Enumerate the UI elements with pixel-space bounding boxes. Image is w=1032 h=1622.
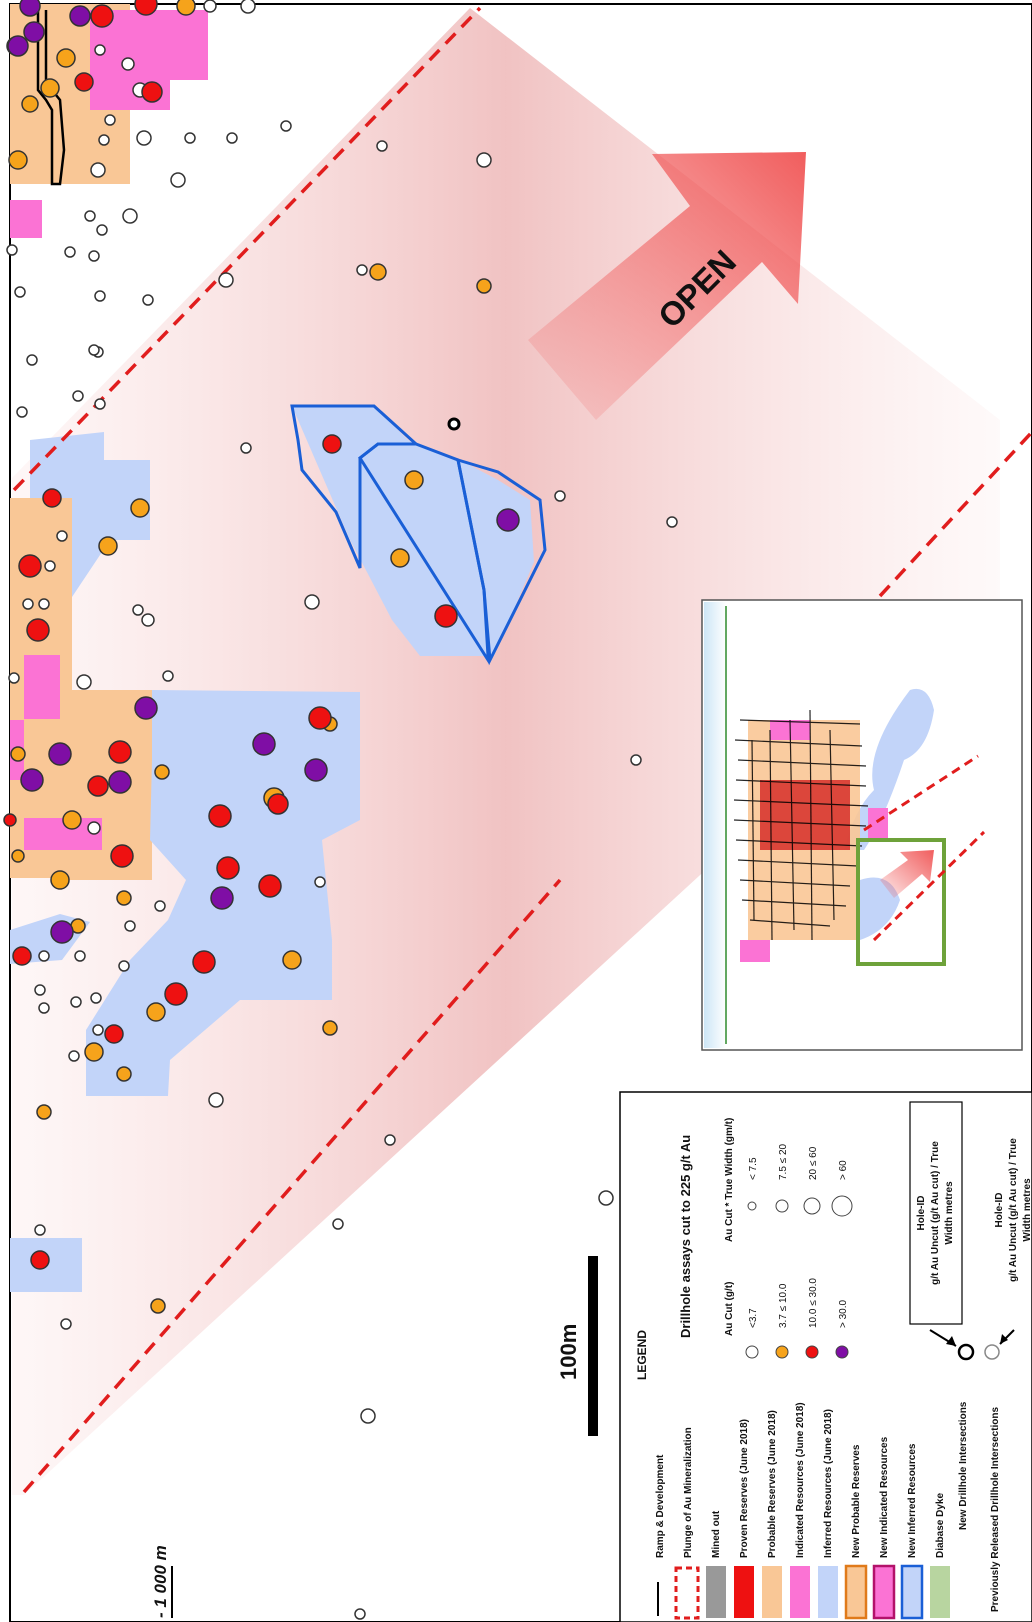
legend-previous-intersections: Previously Released Drillhole Intersecti… bbox=[990, 1406, 1001, 1612]
plunge-line-right bbox=[878, 430, 1032, 598]
scale-bar: 100m bbox=[556, 1256, 598, 1436]
legend-width-class-3: 20 ≤ 60 bbox=[808, 1146, 819, 1180]
legend-au-cut-class-3: 10.0 ≤ 30.0 bbox=[808, 1278, 819, 1328]
plunge-line-middle bbox=[22, 878, 562, 1494]
legend-item-new-probable: New Probable Reserves bbox=[851, 1444, 862, 1558]
legend-width-header: Au Cut * True Width (gm/t) bbox=[724, 1118, 735, 1242]
legend-item-proven: Proven Reserves (June 2018) bbox=[739, 1419, 750, 1558]
legend-title: LEGEND bbox=[635, 1330, 649, 1380]
legend-width-class-1: < 7.5 bbox=[748, 1157, 759, 1180]
depth-marker: - 1 000 m bbox=[151, 1545, 173, 1618]
legend-item-mined-out: Mined out bbox=[711, 1510, 722, 1558]
legend-item-indicated: Indicated Resources (June 2018) bbox=[795, 1402, 806, 1558]
legend-au-cut-header: Au Cut (g/t) bbox=[724, 1282, 735, 1336]
legend-item-plunge: Plunge of Au Mineralization bbox=[683, 1427, 694, 1558]
drillhole-intersections bbox=[3, 0, 678, 1620]
legend-prev-line3: Width metres bbox=[1022, 1178, 1032, 1242]
legend-au-cut-class-2: 3.7 ≤ 10.0 bbox=[778, 1283, 789, 1328]
legend-item-probable: Probable Reserves (June 2018) bbox=[767, 1410, 778, 1558]
plunge-band bbox=[12, 8, 1000, 1495]
scale-label: 100m bbox=[556, 1324, 581, 1380]
legend-width-class-2: 7.5 ≤ 20 bbox=[778, 1143, 789, 1180]
legend-hole-box-line2: g/t Au Uncut (g/t Au cut) / True bbox=[930, 1141, 941, 1285]
legend-au-cut-class-1: <3.7 bbox=[748, 1308, 759, 1328]
legend-new-intersections: New Drillhole Intersections bbox=[958, 1401, 969, 1530]
legend-panel: LEGEND Drillhole assays cut to 225 g/t A… bbox=[619, 1091, 1032, 1622]
legend-hole-box-line3: Width metres bbox=[944, 1181, 955, 1245]
legend-prev-line1: Hole-ID bbox=[994, 1193, 1005, 1228]
inset-location-map bbox=[701, 599, 1023, 1051]
legend-width-class-4: > 60 bbox=[838, 1160, 849, 1180]
open-arrow bbox=[528, 152, 806, 420]
legend-item-new-indicated: New Indicated Resources bbox=[879, 1436, 890, 1558]
legend-item-new-inferred: New Inferred Resources bbox=[907, 1443, 918, 1558]
legend-item-ramp: Ramp & Development bbox=[655, 1454, 666, 1558]
legend-item-inferred: Inferred Resources (June 2018) bbox=[823, 1409, 834, 1558]
legend-prev-line2: g/t Au Uncut (g/t Au cut) / True bbox=[1008, 1138, 1019, 1282]
legend-item-diabase: Diabase Dyke bbox=[935, 1493, 946, 1558]
legend-au-cut-class-4: > 30.0 bbox=[838, 1299, 849, 1328]
legend-symbols bbox=[657, 1564, 950, 1620]
legend-subtitle: Drillhole assays cut to 225 g/t Au bbox=[678, 1135, 693, 1338]
legend-hole-box-line1: Hole-ID bbox=[916, 1196, 927, 1231]
depth-label: - 1 000 m bbox=[151, 1545, 170, 1618]
plunge-line-upper bbox=[12, 6, 482, 492]
